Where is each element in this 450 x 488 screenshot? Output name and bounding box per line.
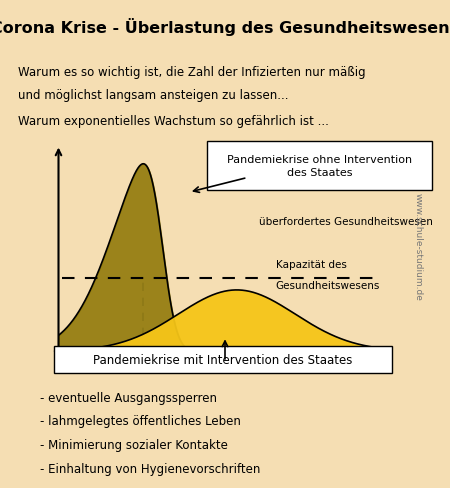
Text: - Einhaltung von Hygienevorschriften: - Einhaltung von Hygienevorschriften xyxy=(40,462,261,474)
Text: - eventuelle Ausgangssperren: - eventuelle Ausgangssperren xyxy=(40,391,217,404)
Text: - lahmgelegtes öffentliches Leben: - lahmgelegtes öffentliches Leben xyxy=(40,414,241,427)
Text: Kapazität des: Kapazität des xyxy=(275,259,346,269)
Text: überfordertes Gesundheitswesen: überfordertes Gesundheitswesen xyxy=(259,217,433,226)
Text: Corona Krise - Überlastung des Gesundheitswesens: Corona Krise - Überlastung des Gesundhei… xyxy=(0,18,450,36)
Text: Gesundheitswesens: Gesundheitswesens xyxy=(275,281,380,291)
Text: und möglichst langsam ansteigen zu lassen...: und möglichst langsam ansteigen zu lasse… xyxy=(18,89,288,102)
Text: - Minimierung sozialer Kontakte: - Minimierung sozialer Kontakte xyxy=(40,438,228,451)
Text: www.schule-studium.de: www.schule-studium.de xyxy=(414,193,423,300)
Text: Pandemiekrise mit Intervention des Staates: Pandemiekrise mit Intervention des Staat… xyxy=(93,353,352,366)
Text: Warum exponentielles Wachstum so gefährlich ist ...: Warum exponentielles Wachstum so gefährl… xyxy=(18,115,328,128)
Text: Warum es so wichtig ist, die Zahl der Infizierten nur mäßig: Warum es so wichtig ist, die Zahl der In… xyxy=(18,65,365,79)
Text: Pandemiekrise ohne Intervention
des Staates: Pandemiekrise ohne Intervention des Staa… xyxy=(227,154,412,178)
